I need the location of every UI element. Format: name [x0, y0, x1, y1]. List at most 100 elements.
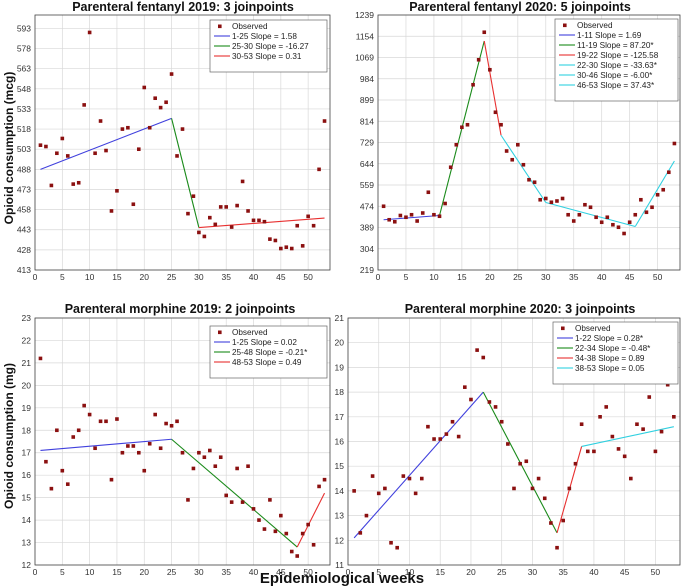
observed-point: [164, 100, 168, 105]
observed-point: [536, 476, 541, 481]
observed-point: [224, 205, 229, 209]
observed-point: [510, 157, 515, 162]
observed-point: [622, 454, 627, 459]
observed-point: [610, 434, 615, 439]
observed-point: [413, 491, 418, 496]
observed-point: [311, 223, 316, 228]
observed-point: [202, 234, 207, 239]
y-tick-label: 11: [335, 560, 344, 570]
x-tick-label: 30: [528, 567, 538, 577]
observed-point: [573, 461, 578, 466]
x-tick-label: 35: [569, 272, 579, 282]
observed-point: [273, 529, 278, 534]
legend-observed-label: Observed: [575, 324, 611, 333]
observed-point: [661, 187, 666, 192]
observed-point: [370, 474, 375, 478]
y-tick-label: 413: [17, 265, 31, 275]
observed-point: [352, 489, 356, 493]
plot-frame: [347, 317, 681, 566]
legend-segment-label: 38-53 Slope = 0.05: [575, 364, 645, 373]
observed-point: [235, 466, 239, 471]
y-tick-label: 219: [360, 265, 374, 275]
y-tick-label: 1154: [356, 31, 375, 41]
observed-point: [437, 214, 442, 219]
observed-point: [191, 466, 196, 471]
observed-point: [482, 30, 487, 35]
y-tick-label: 729: [360, 138, 374, 148]
y-tick-label: 16: [335, 437, 345, 447]
x-tick-label: 20: [485, 272, 495, 282]
x-tick-label: 0: [33, 272, 38, 282]
observed-point: [251, 218, 256, 223]
x-tick-label: 5: [60, 272, 65, 282]
y-tick-label: 20: [22, 380, 32, 390]
observed-point: [38, 143, 43, 147]
observed-point: [542, 496, 547, 501]
observed-point: [672, 141, 677, 146]
observed-point: [538, 197, 542, 202]
observed-point: [240, 500, 245, 504]
y-tick-label: 1239: [355, 10, 374, 20]
observed-point: [599, 220, 604, 225]
observed-point: [579, 422, 584, 427]
y-axis-label-top: Opioid consumption (mcg): [2, 72, 16, 225]
observed-point: [109, 209, 114, 213]
observed-point: [571, 219, 576, 223]
observed-point: [98, 419, 103, 424]
observed-point: [44, 459, 48, 464]
observed-point: [82, 103, 86, 107]
x-tick-label: 40: [249, 567, 259, 577]
x-tick-label: 0: [376, 272, 381, 282]
observed-point: [392, 219, 397, 224]
observed-point: [224, 493, 229, 498]
observed-point: [60, 136, 65, 141]
y-tick-label: 548: [17, 84, 31, 94]
legend-segment-label: 19-22 Slope = -125.58: [577, 51, 659, 60]
observed-point: [235, 203, 239, 208]
segment-line: [198, 217, 325, 229]
panel-title: Parenteral fentanyl 2020: 5 joinpoints: [409, 0, 631, 14]
observed-point: [443, 201, 447, 206]
observed-point: [131, 202, 136, 207]
legend-box: [209, 325, 328, 379]
observed-point: [120, 127, 125, 131]
observed-point: [213, 222, 218, 227]
panel-fentanyl-2019: Parenteral fentanyl 2019: 3 joinpoints 41…: [17, 0, 331, 282]
legend-segment-label: 30-53 Slope = 0.31: [232, 52, 302, 61]
observed-point: [583, 202, 587, 207]
observed-point: [588, 205, 593, 210]
x-tick-label: 50: [303, 567, 313, 577]
observed-point: [300, 531, 305, 536]
observed-point: [577, 212, 582, 217]
segment-line: [171, 118, 200, 228]
observed-point: [87, 412, 92, 417]
observed-point: [622, 231, 626, 236]
y-axis-label-bottom: Opioid consumption (mg): [2, 363, 16, 509]
legend-segment-label: 30-46 Slope = -6.00*: [577, 71, 653, 80]
y-tick-label: 304: [360, 244, 374, 254]
observed-point: [153, 96, 157, 101]
observed-point: [158, 446, 163, 451]
panel-fentanyl-2020: Parenteral fentanyl 2020: 5 joinpoints 21…: [355, 0, 681, 282]
observed-point: [481, 355, 486, 360]
y-tick-label: 23: [22, 313, 32, 323]
observed-point: [317, 167, 321, 172]
observed-point: [289, 246, 294, 251]
observed-point: [213, 464, 218, 468]
x-tick-label: 40: [597, 272, 607, 282]
observed-point: [463, 385, 467, 389]
observed-point: [295, 554, 300, 558]
observed-point: [218, 455, 223, 460]
x-tick-label: 5: [376, 567, 381, 577]
y-tick-label: 443: [17, 225, 31, 235]
observed-point: [549, 200, 554, 205]
observed-point: [387, 217, 391, 222]
observed-point: [616, 447, 621, 451]
x-tick-label: 10: [85, 272, 95, 282]
panel-title: Parenteral morphine 2020: 3 joinpoints: [405, 302, 636, 316]
x-tick-label: 30: [194, 272, 204, 282]
observed-point: [616, 225, 621, 230]
observed-point: [527, 177, 531, 182]
y-tick-label: 899: [360, 95, 374, 105]
